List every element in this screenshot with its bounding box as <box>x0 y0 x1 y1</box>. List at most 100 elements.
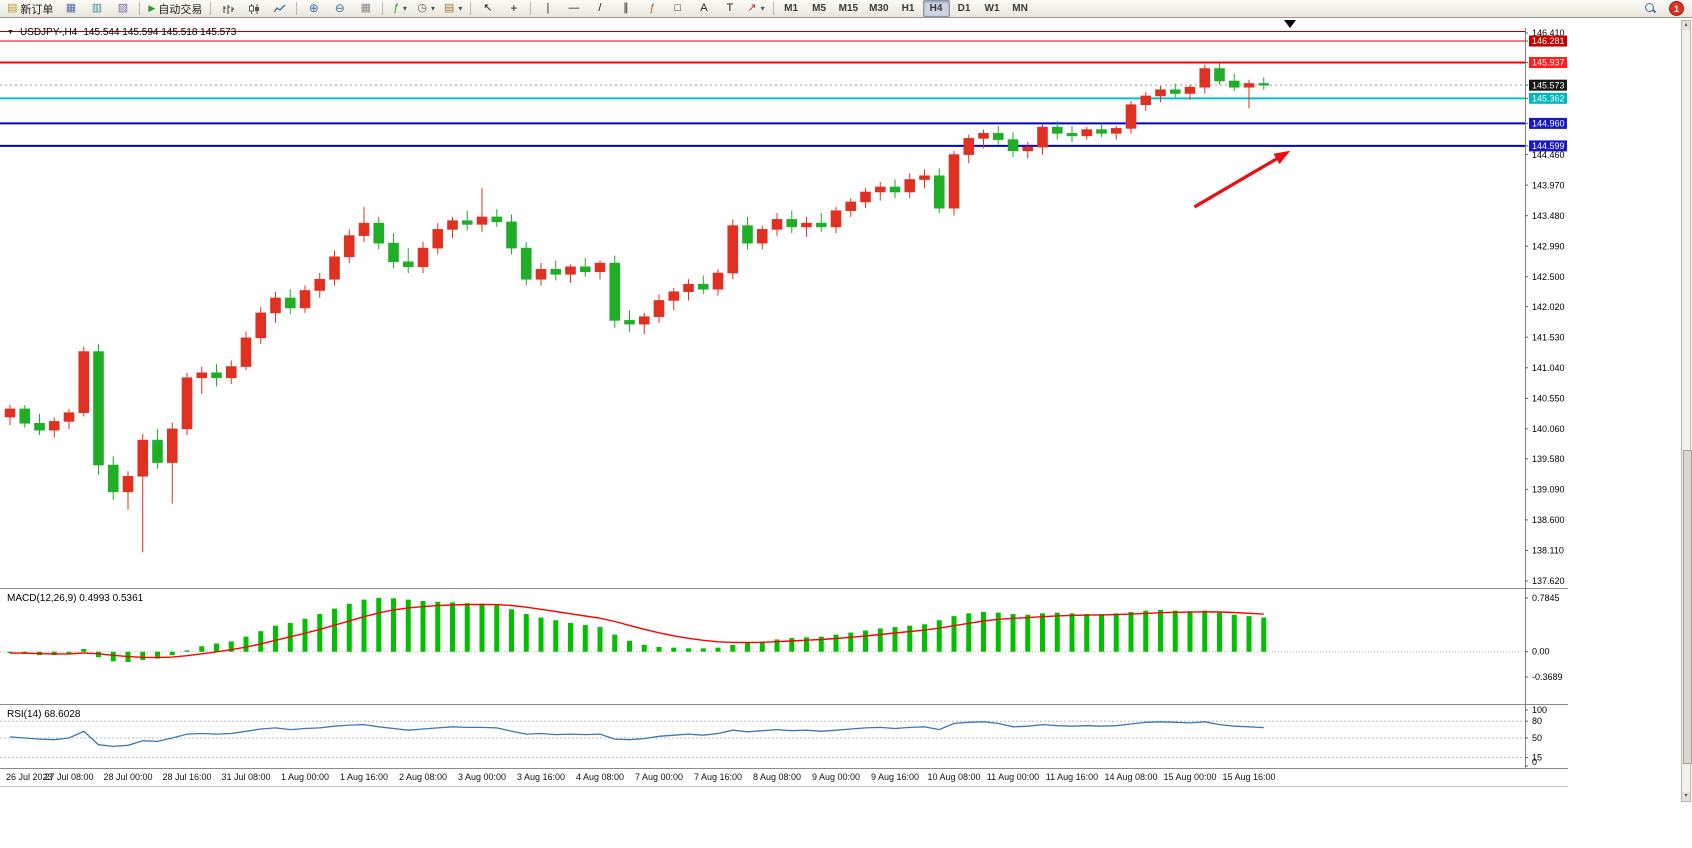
arrow-tool-icon: ↗ <box>747 2 757 14</box>
timeframe-m1[interactable]: M1 <box>784 3 799 14</box>
line-chart-icon <box>273 4 286 12</box>
market-watch-button[interactable]: ▦ <box>58 0 83 18</box>
timeframe-mn[interactable]: MN <box>1012 3 1028 14</box>
notification-badge: 1 <box>1669 1 1684 16</box>
rsi-line <box>9 721 1264 748</box>
zoom-in-button[interactable]: ⊕ <box>301 0 326 18</box>
timeframe-m5[interactable]: M5 <box>812 3 827 14</box>
svg-text:138.110: 138.110 <box>1532 546 1564 556</box>
navigator-button[interactable]: ▥ <box>84 0 109 18</box>
text-tool-icon: A <box>700 2 708 14</box>
chart-menu-icon[interactable]: ▼ <box>7 29 14 36</box>
new-order-label: 新订单 <box>20 3 54 16</box>
channel-icon: ∥ <box>623 2 629 14</box>
candles-layer <box>4 63 1270 553</box>
cursor-button[interactable]: ↖ <box>475 0 500 18</box>
svg-text:146.410: 146.410 <box>1532 28 1565 38</box>
label-tool-icon: T <box>726 2 734 14</box>
auto-trading-icon: ▶ <box>148 3 156 13</box>
timeframe-h4[interactable]: H4 <box>922 0 950 17</box>
svg-text:100: 100 <box>1532 705 1547 715</box>
text-tool-button[interactable]: A <box>691 0 716 18</box>
time-axis-label: 4 Aug 08:00 <box>575 772 625 782</box>
time-axis-label: 15 Aug 00:00 <box>1163 772 1217 782</box>
time-axis-label: 31 Jul 08:00 <box>221 772 271 782</box>
macd-indicator-panel[interactable]: 0.7845 0.00 -0.3689 MACD(12,26,9) 0.4993 0.… <box>0 588 1568 704</box>
trendline-icon: / <box>598 2 602 14</box>
search-button[interactable] <box>1638 0 1663 18</box>
toolbar-separator <box>530 2 532 15</box>
line-chart-button[interactable] <box>267 0 292 18</box>
vertical-line-tool-button[interactable]: | <box>535 0 560 18</box>
svg-text:140.550: 140.550 <box>1532 394 1565 404</box>
vertical-line-icon: | <box>546 2 550 14</box>
templates-button[interactable]: ▤ ▾ <box>440 0 466 18</box>
arrows-tool-button[interactable]: ↗ ▾ <box>743 0 768 18</box>
svg-text:-0.3689: -0.3689 <box>1532 672 1563 682</box>
trendline-tool-button[interactable]: / <box>587 0 612 18</box>
timeframe-h1[interactable]: H1 <box>901 3 915 14</box>
time-axis-label: 27 Jul 08:00 <box>44 772 94 782</box>
chart-ohlc-readout: 145.544 145.594 145.518 145.573 <box>83 27 237 38</box>
svg-text:144.460: 144.460 <box>1532 150 1565 160</box>
shapes-tool-button[interactable]: □ <box>665 0 690 18</box>
dropdown-icon: ▾ <box>458 4 463 13</box>
time-axis-label: 11 Aug 16:00 <box>1045 772 1099 782</box>
templates-icon: ▤ <box>443 2 455 14</box>
macd-label: MACD(12,26,9) 0.4993 0.5361 <box>7 593 144 604</box>
indicators-button[interactable]: ƒ ▾ <box>387 0 412 18</box>
tile-windows-button[interactable]: ▦ <box>353 0 378 18</box>
timeframe-w1[interactable]: W1 <box>984 3 1000 14</box>
macd-signal-line <box>9 603 1264 659</box>
dropdown-icon: ▾ <box>402 4 407 13</box>
channel-tool-button[interactable]: ∥ <box>613 0 638 18</box>
auto-trading-button[interactable]: ▶ 自动交易 <box>144 0 206 18</box>
svg-text:144.599: 144.599 <box>1532 141 1565 151</box>
trend-arrow-annotation[interactable] <box>1193 150 1291 209</box>
scroll-up-icon[interactable]: ▴ <box>1682 21 1690 30</box>
svg-text:142.500: 142.500 <box>1532 272 1565 282</box>
timeframe-m15[interactable]: M15 <box>838 3 859 14</box>
horizontal-line-tool-button[interactable]: — <box>561 0 586 18</box>
fibonacci-tool-button[interactable]: ƒ <box>639 0 664 18</box>
indicators-icon: ƒ <box>392 2 399 14</box>
svg-text:138.600: 138.600 <box>1532 515 1565 525</box>
zoom-out-button[interactable]: ⊖ <box>327 0 352 18</box>
chart-window: ▼ USDJPY-,H4 145.544 145.594 145.518 145… <box>0 18 1692 848</box>
scrollbar-thumb[interactable] <box>1682 450 1692 764</box>
time-axis: 26 Jul 2023 27 Jul 08:00 28 Jul 00:00 28 Ju… <box>0 768 1568 787</box>
vertical-scrollbar[interactable]: ▴ ▾ <box>1681 20 1692 802</box>
timeframe-d1[interactable]: D1 <box>957 3 971 14</box>
svg-text:139.580: 139.580 <box>1532 454 1565 464</box>
crosshair-button[interactable]: + <box>501 0 526 18</box>
periods-button[interactable]: ◷ ▾ <box>413 0 439 18</box>
fibonacci-icon: ƒ <box>648 2 655 14</box>
terminal-button[interactable]: ▧ <box>110 0 135 18</box>
toolbar-separator <box>772 2 774 15</box>
tile-windows-icon: ▦ <box>360 2 372 14</box>
svg-text:146.281: 146.281 <box>1532 36 1565 46</box>
time-axis-label: 2 Aug 08:00 <box>398 772 448 782</box>
bar-chart-button[interactable] <box>215 0 240 18</box>
chart-shift-marker-icon[interactable] <box>1284 20 1296 28</box>
notifications-button[interactable]: 1 <box>1664 0 1689 18</box>
time-axis-label: 14 Aug 08:00 <box>1104 772 1158 782</box>
timeframe-m30[interactable]: M30 <box>869 3 889 14</box>
new-order-button[interactable]: ▤ 新订单 <box>3 0 57 18</box>
new-order-icon: ▤ <box>7 2 18 14</box>
macd-axis: 0.7845 0.00 -0.3689 <box>1525 593 1563 682</box>
chart-title: ▼ USDJPY-,H4 145.544 145.594 145.518 145… <box>7 27 236 38</box>
candlestick-chart-button[interactable] <box>241 0 266 18</box>
time-axis-label: 3 Aug 16:00 <box>516 772 566 782</box>
label-tool-button[interactable]: T <box>717 0 742 18</box>
rsi-label: RSI(14) 68.6028 <box>7 709 81 720</box>
scroll-down-icon[interactable]: ▾ <box>1682 792 1690 801</box>
time-axis-label: 9 Aug 00:00 <box>811 772 861 782</box>
time-axis-label: 10 Aug 08:00 <box>927 772 981 782</box>
horizontal-price-lines[interactable] <box>0 30 1525 147</box>
time-axis-label: 9 Aug 16:00 <box>870 772 920 782</box>
